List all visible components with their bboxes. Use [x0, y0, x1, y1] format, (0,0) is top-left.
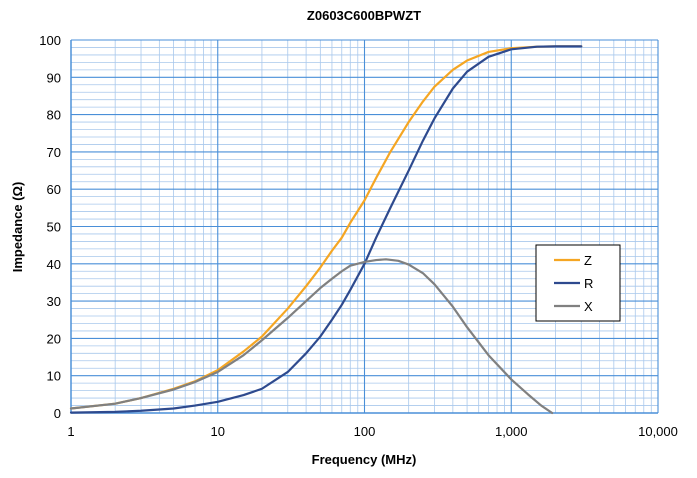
x-tick-label: 100 — [354, 424, 376, 439]
y-tick-label: 80 — [47, 108, 61, 123]
legend-label-x: X — [584, 299, 593, 314]
legend-label-r: R — [584, 276, 593, 291]
x-tick-label: 10 — [211, 424, 225, 439]
x-tick-label: 10,000 — [638, 424, 678, 439]
y-tick-label: 10 — [47, 369, 61, 384]
series-line-x — [69, 258, 554, 415]
x-tick-label: 1,000 — [495, 424, 528, 439]
x-tick-label: 1 — [67, 424, 74, 439]
y-tick-label: 60 — [47, 182, 61, 197]
y-tick-label: 50 — [47, 220, 61, 235]
legend-label-z: Z — [584, 253, 592, 268]
series-line-r — [69, 45, 583, 414]
legend: ZRX — [535, 244, 621, 322]
y-tick-label: 100 — [39, 33, 61, 48]
y-tick-label: 90 — [47, 70, 61, 85]
tick-layer: 1 10 100 1,000 10,000 0 10 20 30 40 50 60 70 80 90 100 — [39, 33, 678, 439]
y-tick-label: 70 — [47, 145, 61, 160]
series-layer — [69, 45, 583, 415]
x-axis-label: Frequency (MHz) — [312, 452, 417, 467]
y-tick-label: 40 — [47, 257, 61, 272]
y-tick-label: 0 — [54, 406, 61, 421]
y-tick-label: 30 — [47, 294, 61, 309]
y-axis-label: Impedance (Ω) — [10, 182, 25, 273]
y-tick-label: 20 — [47, 331, 61, 346]
chart-title: Z0603C600BPWZT — [307, 8, 421, 23]
